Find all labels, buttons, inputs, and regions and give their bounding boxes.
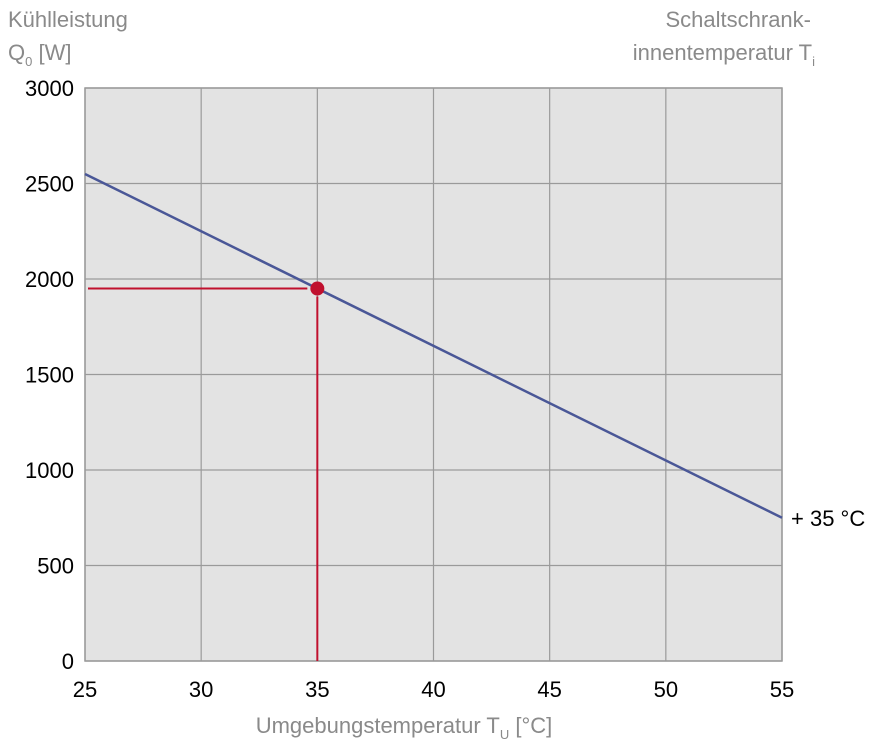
y-ticks: 0 500 1000 1500 2000 2500 3000 [25,76,74,674]
x-tick-label: 55 [770,677,794,702]
x-tick-label: 35 [305,677,329,702]
y-tick-label: 0 [62,649,74,674]
x-tick-label: 45 [537,677,561,702]
plot-border [84,87,783,662]
marker-group [310,281,325,296]
marker-point [310,281,325,296]
ylabel-line1: Kühlleistung [8,7,128,32]
xlabel: Umgebungstemperatur TU [°C] [256,713,553,742]
y-tick-label: 2500 [25,172,74,197]
series-line [84,172,783,519]
x-tick-label: 30 [189,677,213,702]
right-title: innentemperatur Ti [633,40,815,69]
x-tick-label: 50 [654,677,678,702]
ylabel: Q0 [W] [8,40,71,69]
x-ticks: 25 30 35 40 45 50 55 [73,677,794,702]
series-group: + 35 °C [84,172,865,531]
x-tick-label: 25 [73,677,97,702]
right-title-line1: Schaltschrank- [665,7,811,32]
y-tick-label: 1000 [25,458,74,483]
x-tick-label: 40 [421,677,445,702]
y-tick-label: 2000 [25,267,74,292]
series-label: + 35 °C [791,506,865,531]
y-tick-label: 1500 [25,363,74,388]
y-tick-label: 3000 [25,76,74,101]
y-tick-label: 500 [37,554,74,579]
marker-guides [88,287,319,661]
